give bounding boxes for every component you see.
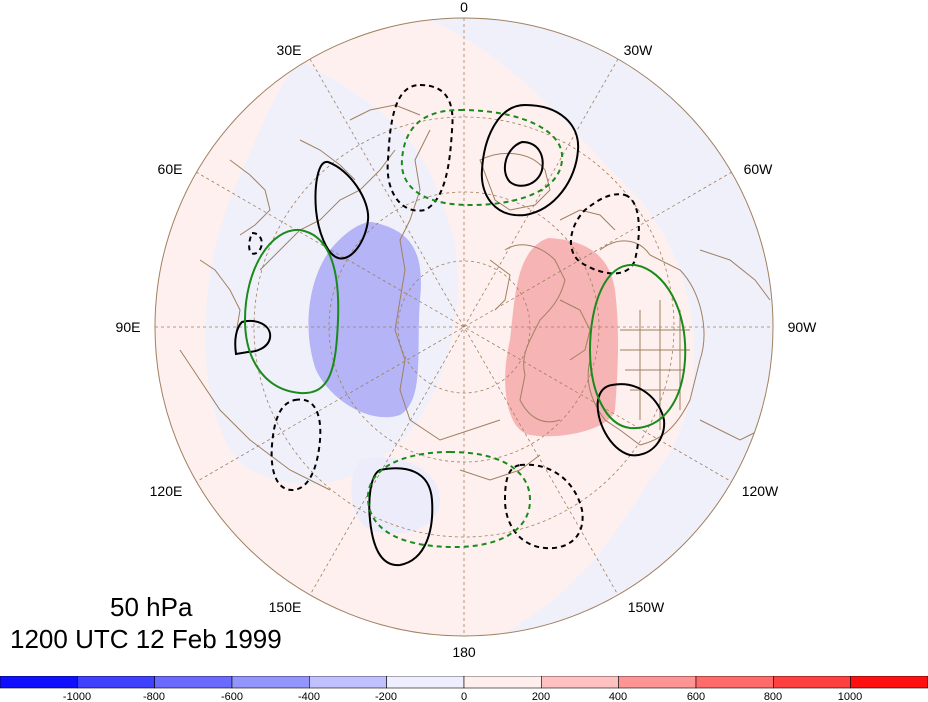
lon-label-60e: 60E [158,161,183,177]
colorbar-tick-labels: -1000 -800 -600 -400 -200 0 200 400 600 … [63,691,862,702]
valid-time-title: 1200 UTC 12 Feb 1999 [10,624,282,654]
colorbar-box [0,676,78,689]
map-disk [155,18,773,636]
colorbar-box [541,676,619,689]
colorbar-box [386,676,465,689]
lon-label-90e: 90E [116,319,141,335]
colorbar-box [773,676,851,689]
lon-label-30e: 30E [277,42,302,58]
lon-label-120e: 120E [150,483,183,499]
colorbar-tick: -600 [221,691,243,702]
colorbar-tick: 400 [609,691,627,702]
colorbar-box [463,676,542,689]
colorbar-box [850,676,928,689]
lon-label-150w: 150W [628,599,665,615]
colorbar-box [77,676,155,689]
colorbar-box [154,676,233,689]
lon-label-90w: 90W [788,319,818,335]
colorbar-tick: -800 [143,691,165,702]
colorbar-tick: 0 [461,691,467,702]
lon-label-120w: 120W [742,483,779,499]
green-solid-contours [243,228,687,430]
colorbar-box [309,676,387,689]
negative-contours [248,83,640,550]
lon-label-150e: 150E [269,599,302,615]
colorbar-box [618,676,697,689]
map-boundary [154,17,774,637]
positive-anomaly-blob [505,238,619,437]
polar-stereographic-map: 0 30W 60W 90W 120W 150W 180 150E 120E 90… [116,0,818,660]
colorbar-boxes [0,676,928,689]
lon-label-180: 180 [452,644,476,660]
colorbar-tick: 800 [764,691,782,702]
colorbar: -1000 -800 -600 -400 -200 0 200 400 600 … [0,676,928,702]
colorbar-tick: 1000 [838,691,862,702]
colorbar-tick: 600 [687,691,705,702]
lon-label-0: 0 [460,0,468,15]
field-negative-east [420,18,773,636]
colorbar-tick: -1000 [63,691,91,702]
coastlines [179,104,771,491]
colorbar-tick: -200 [375,691,397,702]
lon-label-60w: 60W [744,161,774,177]
longitude-labels: 0 30W 60W 90W 120W 150W 180 150E 120E 90… [116,0,818,660]
colorbar-tick: 200 [532,691,550,702]
colorbar-box [695,676,774,689]
green-dashed-contours [366,108,564,549]
meridians [155,18,773,636]
colorbar-tick: -400 [298,691,320,702]
positive-contours [234,103,666,567]
colorbar-box [231,676,310,689]
lon-label-30w: 30W [624,42,654,58]
pressure-level-title: 50 hPa [110,592,193,622]
